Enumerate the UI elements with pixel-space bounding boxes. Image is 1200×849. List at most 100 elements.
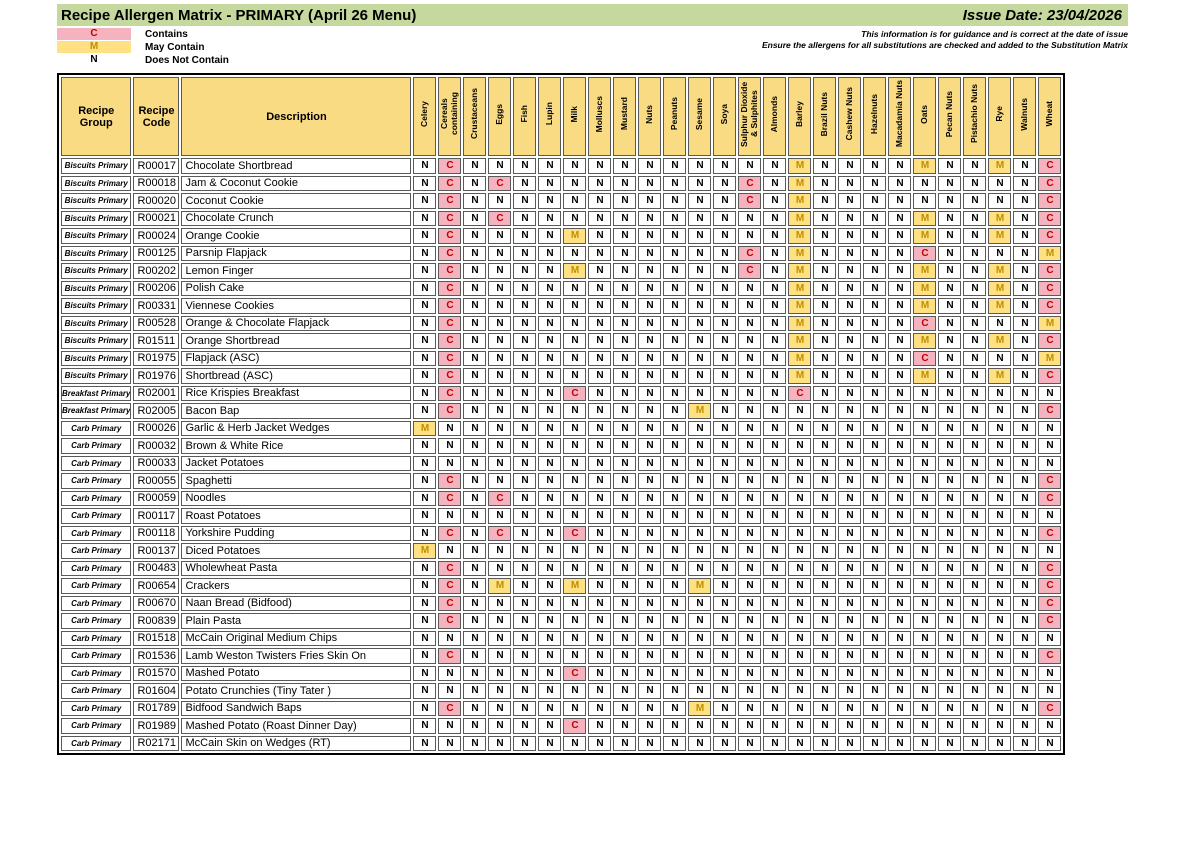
description-cell: Diced Potatoes <box>181 543 412 559</box>
allergen-status-cell: N <box>913 543 937 559</box>
allergen-status-cell: N <box>588 560 612 576</box>
allergen-status-cell: C <box>438 280 462 296</box>
column-header-description: Description <box>181 77 412 156</box>
allergen-status-cell: N <box>488 473 512 489</box>
allergen-name-vertical-label: Mustard <box>619 97 630 131</box>
allergen-status-cell: N <box>438 683 462 699</box>
allergen-status-cell: N <box>963 158 987 174</box>
recipe-code-cell: R00017 <box>133 158 180 174</box>
allergen-status-cell: N <box>838 630 862 646</box>
allergen-status-cell: C <box>1038 490 1062 506</box>
allergen-status-cell: N <box>713 700 737 716</box>
allergen-status-cell: C <box>1038 578 1062 594</box>
allergen-status-cell: N <box>888 210 912 226</box>
allergen-status-cell: N <box>488 665 512 681</box>
allergen-status-cell: N <box>438 543 462 559</box>
allergen-status-cell: N <box>463 543 487 559</box>
allergen-status-cell: N <box>588 700 612 716</box>
allergen-status-cell: N <box>1038 438 1062 454</box>
allergen-status-cell: N <box>463 333 487 349</box>
allergen-status-cell: N <box>713 473 737 489</box>
allergen-status-cell: N <box>688 438 712 454</box>
allergen-status-cell: C <box>488 490 512 506</box>
allergen-status-cell: N <box>563 193 587 209</box>
allergen-status-cell: N <box>713 490 737 506</box>
table-row: Carb Primary R00839 Plain Pasta N C N N N N N N N N N… <box>61 613 1062 629</box>
allergen-status-cell: N <box>663 490 687 506</box>
allergen-status-cell: N <box>1013 333 1037 349</box>
allergen-status-cell: N <box>413 595 437 611</box>
allergen-status-cell: N <box>763 175 787 191</box>
allergen-status-cell: N <box>713 613 737 629</box>
allergen-status-cell: M <box>1038 315 1062 331</box>
allergen-status-cell: N <box>663 543 687 559</box>
allergen-status-cell: N <box>1013 735 1037 751</box>
recipe-group-cell: Carb Primary <box>61 648 132 664</box>
allergen-status-cell: M <box>913 263 937 279</box>
allergen-status-cell: N <box>463 193 487 209</box>
allergen-status-cell: C <box>438 350 462 366</box>
allergen-status-cell: N <box>563 630 587 646</box>
allergen-status-cell: N <box>963 578 987 594</box>
allergen-status-cell: N <box>888 455 912 471</box>
allergen-status-cell: N <box>1013 210 1037 226</box>
column-header-allergen: Brazil Nuts <box>813 77 837 156</box>
allergen-status-cell: N <box>513 595 537 611</box>
subheader: C Contains M May Contain N Does Not Cont… <box>57 28 1128 67</box>
allergen-status-cell: N <box>538 403 562 419</box>
allergen-status-cell: N <box>888 630 912 646</box>
allergen-status-cell: N <box>713 333 737 349</box>
allergen-name-vertical-label: Brazil Nuts <box>819 91 830 137</box>
allergen-status-cell: N <box>638 718 662 734</box>
allergen-status-cell: N <box>963 525 987 541</box>
allergen-status-cell: N <box>713 158 737 174</box>
allergen-status-cell: N <box>563 683 587 699</box>
table-row: Biscuits Primary R00017 Chocolate Shortbre… <box>61 158 1062 174</box>
allergen-status-cell: N <box>713 683 737 699</box>
allergen-status-cell: N <box>913 595 937 611</box>
allergen-status-cell: N <box>913 193 937 209</box>
allergen-status-cell: N <box>963 595 987 611</box>
allergen-status-cell: N <box>988 525 1012 541</box>
allergen-status-cell: N <box>538 683 562 699</box>
allergen-status-cell: C <box>1038 210 1062 226</box>
allergen-status-cell: N <box>563 438 587 454</box>
allergen-status-cell: N <box>938 175 962 191</box>
allergen-status-cell: N <box>913 718 937 734</box>
allergen-status-cell: N <box>488 455 512 471</box>
allergen-status-cell: N <box>738 525 762 541</box>
recipe-code-cell: R00026 <box>133 420 180 436</box>
allergen-status-cell: N <box>588 665 612 681</box>
table-row: Biscuits Primary R00528 Orange & Chocolate… <box>61 315 1062 331</box>
allergen-status-cell: N <box>588 385 612 401</box>
allergen-status-cell: N <box>538 333 562 349</box>
allergen-name-vertical-label: Eggs <box>494 103 505 125</box>
recipe-code-cell: R01511 <box>133 333 180 349</box>
allergen-status-cell: N <box>638 158 662 174</box>
allergen-status-cell: N <box>513 298 537 314</box>
allergen-status-cell: N <box>413 648 437 664</box>
table-row: Biscuits Primary R00206 Polish Cake N C N N N N N… <box>61 280 1062 296</box>
allergen-status-cell: N <box>938 385 962 401</box>
allergen-status-cell: C <box>1038 158 1062 174</box>
allergen-status-cell: N <box>838 665 862 681</box>
allergen-status-cell: N <box>663 228 687 244</box>
allergen-status-cell: M <box>688 578 712 594</box>
allergen-status-cell: N <box>538 665 562 681</box>
allergen-status-cell: N <box>638 420 662 436</box>
allergen-status-cell: N <box>763 718 787 734</box>
allergen-status-cell: N <box>988 455 1012 471</box>
allergen-status-cell: N <box>938 245 962 261</box>
allergen-name-vertical-label: Hazelnuts <box>869 93 880 135</box>
allergen-status-cell: N <box>513 473 537 489</box>
allergen-status-cell: N <box>788 473 812 489</box>
allergen-status-cell: N <box>538 718 562 734</box>
allergen-status-cell: N <box>988 735 1012 751</box>
allergen-status-cell: N <box>413 718 437 734</box>
allergen-status-cell: N <box>613 420 637 436</box>
legend-row-does-not-contain: N Does Not Contain <box>57 54 477 66</box>
allergen-status-cell: N <box>413 683 437 699</box>
allergen-status-cell: N <box>938 700 962 716</box>
recipe-code-cell: R00483 <box>133 560 180 576</box>
allergen-status-cell: N <box>813 543 837 559</box>
